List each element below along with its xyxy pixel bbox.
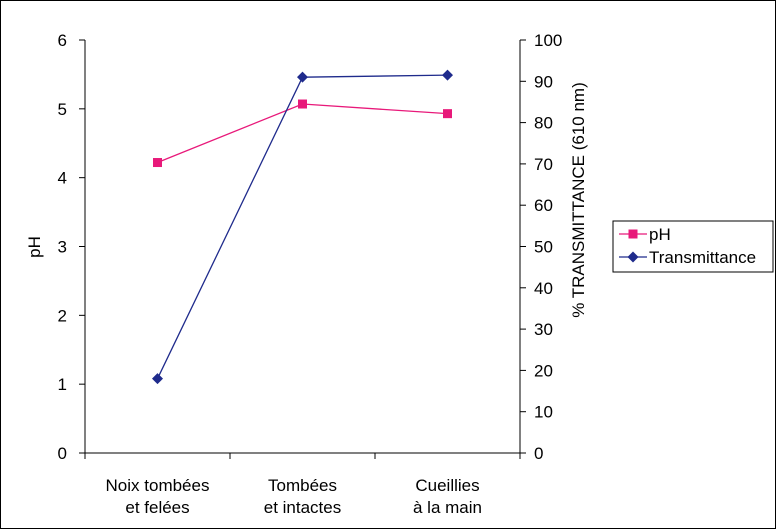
ph-point — [153, 158, 162, 168]
y-right-tick-label: 0 — [534, 444, 543, 463]
transmittance-point — [297, 71, 308, 83]
y-right-tick-label: 100 — [534, 31, 562, 50]
y-left-tick-label: 4 — [58, 169, 67, 188]
transmittance-line — [156, 74, 448, 379]
y-right-tick-label: 90 — [534, 72, 553, 91]
y-left-tick-label: 1 — [58, 375, 67, 394]
legend-label-transmittance: Transmittance — [649, 248, 756, 267]
y-right-tick-label: 80 — [534, 114, 553, 133]
ph-point — [298, 99, 307, 109]
ph-point — [443, 109, 452, 119]
y-left-tick-label: 0 — [58, 444, 67, 463]
x-axis-ticks: Noix tombées et felées Tombées et intactes C… — [84, 453, 521, 517]
legend-box — [612, 220, 774, 273]
y-left-tick-label: 2 — [58, 306, 67, 325]
y-right-tick-label: 10 — [534, 403, 553, 422]
y-right-tick-label: 50 — [534, 238, 553, 257]
y-right-tick-label: 30 — [534, 320, 553, 339]
y-axis-right-title: % TRANSMITTANCE (610 nm) — [569, 82, 588, 318]
y-left-tick-label: 3 — [58, 238, 67, 257]
y-axis-left-title: pH — [25, 236, 44, 258]
series-transmittance — [152, 69, 453, 385]
series-ph — [153, 99, 452, 168]
legend-marker-ph — [628, 229, 638, 239]
transmittance-point — [442, 69, 453, 81]
y-right-tick-label: 60 — [534, 196, 553, 215]
transmittance-point — [152, 373, 163, 385]
x-tick-label: Tombées et intactes — [264, 476, 342, 517]
right-axis-ticks: 0 10 20 30 40 50 60 70 80 90 100 — [520, 31, 562, 463]
y-right-tick-label: 70 — [534, 155, 553, 174]
legend-marker-transmittance — [627, 251, 639, 263]
left-axis-ticks: 0 1 2 3 4 5 6 — [58, 31, 85, 463]
y-right-tick-label: 40 — [534, 279, 553, 298]
y-right-tick-label: 20 — [534, 361, 553, 380]
x-tick-label: Noix tombées et felées — [106, 476, 210, 517]
y-left-tick-label: 5 — [58, 100, 67, 119]
legend: pH Transmittance — [612, 220, 774, 273]
series-layer — [152, 69, 453, 385]
ph-line — [157, 103, 448, 164]
legend-label-ph: pH — [649, 225, 671, 244]
y-left-tick-label: 6 — [58, 31, 67, 50]
x-tick-label: Cueillies à la main — [413, 476, 482, 517]
